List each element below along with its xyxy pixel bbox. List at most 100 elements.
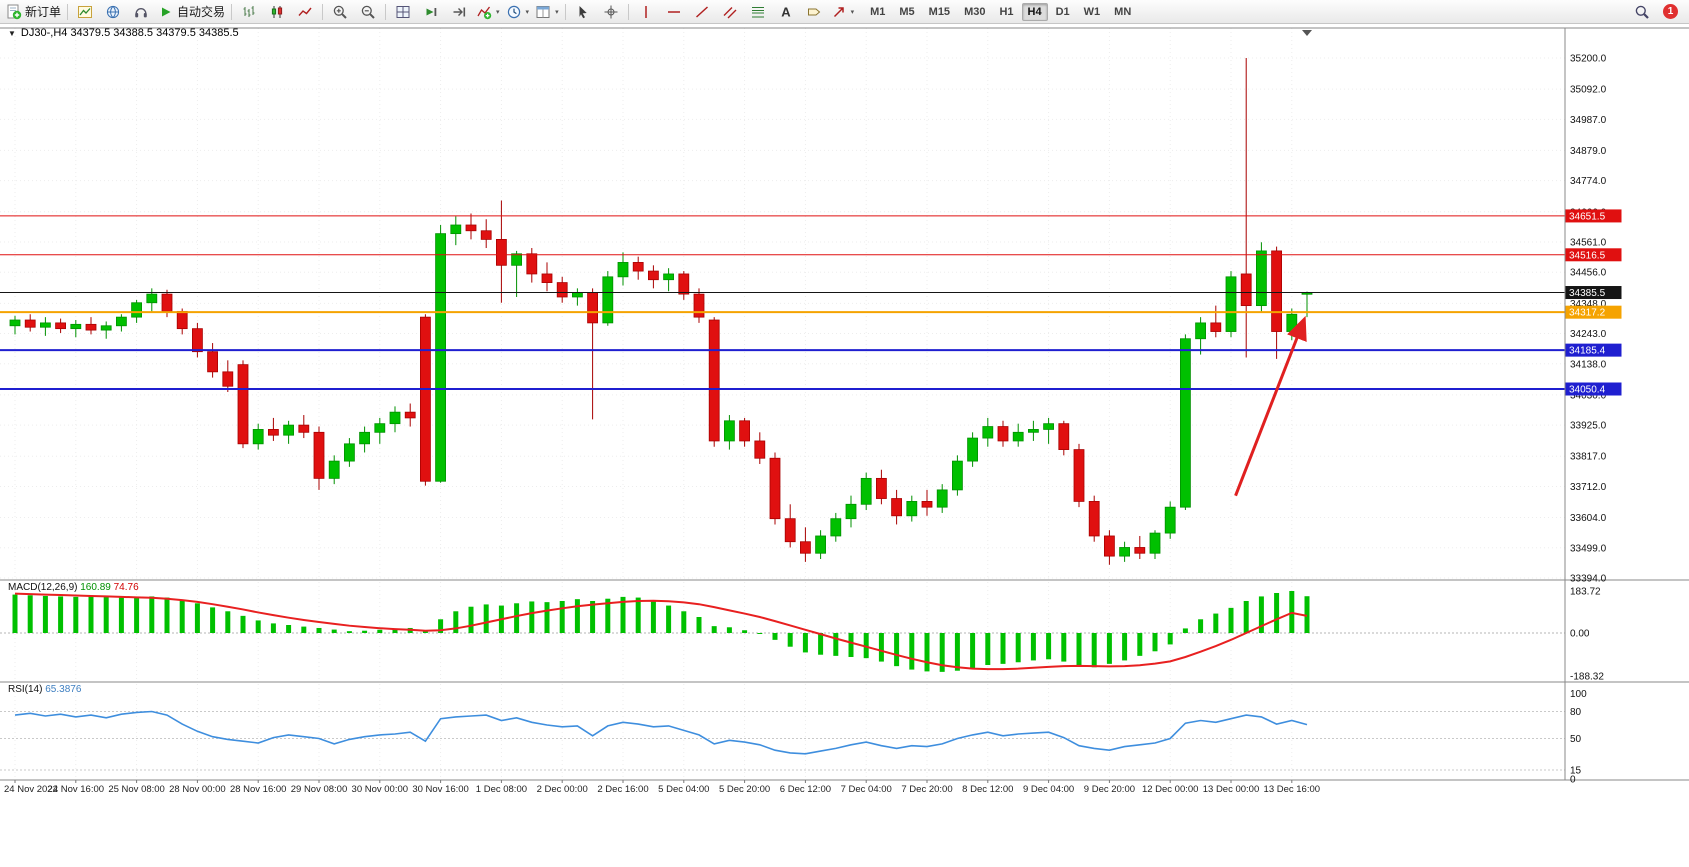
svg-text:35092.0: 35092.0	[1570, 85, 1607, 96]
candle-body	[860, 477, 872, 505]
macd-hist-bar	[620, 596, 626, 633]
rsi-value: 65.3876	[45, 684, 82, 695]
macd-hist-bar	[453, 611, 459, 633]
macd-hist-bar	[544, 602, 550, 633]
macd-hist-bar	[468, 606, 474, 633]
trend-arrow-annotation[interactable]	[1234, 315, 1307, 497]
periods-button[interactable]: ▾	[503, 1, 533, 23]
macd-hist-bar	[194, 603, 200, 633]
candle-body	[906, 501, 918, 517]
fibo-icon	[750, 4, 766, 20]
macd-hist-bar	[802, 633, 808, 653]
sounds-button[interactable]	[127, 1, 155, 23]
macd-hist-bar	[924, 633, 930, 672]
candle-body	[1256, 250, 1267, 307]
macd-hist-bar	[787, 633, 793, 647]
svg-text:33712.0: 33712.0	[1570, 482, 1607, 493]
rsi-name: RSI(14)	[8, 684, 43, 695]
timeframe-h4[interactable]: H4	[1021, 2, 1048, 21]
line-chart-mode-button[interactable]	[291, 1, 319, 23]
chevron-down-icon: ▾	[525, 8, 530, 16]
svg-text:100: 100	[1570, 689, 1587, 700]
macd-hist-bar	[392, 628, 398, 633]
macd-hist-bar	[696, 616, 702, 633]
template-icon	[535, 4, 551, 20]
search-button[interactable]	[1628, 1, 1656, 23]
svg-text:34879.0: 34879.0	[1570, 146, 1607, 157]
search-icon	[1634, 4, 1650, 20]
svg-text:33394.0: 33394.0	[1570, 574, 1607, 585]
text-label-button[interactable]	[800, 1, 828, 23]
candle-body	[754, 440, 766, 459]
candle-body	[70, 323, 82, 330]
profiles-button[interactable]	[99, 1, 127, 23]
chevron-down-icon: ▾	[496, 8, 500, 16]
macd-hist-bar	[681, 611, 687, 633]
cursor-button[interactable]	[569, 1, 597, 23]
notification-badge[interactable]: 1	[1663, 4, 1678, 19]
timeframe-w1[interactable]: W1	[1083, 5, 1101, 18]
candle-body	[891, 498, 902, 517]
price-scale[interactable]: 35200.035092.034987.034879.034774.034666…	[1570, 54, 1607, 786]
vertical-line-button[interactable]	[632, 1, 660, 23]
svg-text:33925.0: 33925.0	[1570, 421, 1607, 432]
equidistant-channel-button[interactable]	[716, 1, 744, 23]
tile-windows-button[interactable]	[389, 1, 417, 23]
macd-hist-bar	[1122, 633, 1128, 661]
candle-body	[876, 477, 887, 499]
candle-body	[982, 426, 994, 439]
new-order-button[interactable]: 新订单	[3, 1, 64, 23]
arrows-button[interactable]: ▾	[828, 1, 858, 23]
candle-body	[784, 518, 796, 543]
timeframe-m30[interactable]: M30	[964, 5, 986, 18]
macd-hist-bar	[711, 626, 717, 633]
new-chart-button[interactable]	[71, 1, 99, 23]
candle-body	[663, 273, 674, 281]
time-label: 7 Dec 20:00	[901, 784, 952, 795]
timeframe-m1[interactable]: M1	[870, 5, 886, 18]
svg-text:33604.0: 33604.0	[1570, 513, 1607, 524]
candle-body	[191, 328, 203, 353]
candle-body	[450, 224, 462, 235]
price-chart-canvas[interactable]: 35200.035092.034987.034879.034774.034666…	[0, 24, 1689, 862]
autotrading-button[interactable]: 自动交易	[155, 1, 228, 23]
zoom-out-button[interactable]	[354, 1, 382, 23]
text-button[interactable]: A	[772, 1, 800, 23]
macd-hist-bar	[286, 624, 292, 633]
horizontal-line-button[interactable]	[660, 1, 688, 23]
zoom-in-button[interactable]	[326, 1, 354, 23]
candle-body	[602, 276, 614, 324]
candle-body	[587, 292, 598, 324]
svg-text:50: 50	[1570, 734, 1582, 745]
timeframe-m5[interactable]: M5	[899, 5, 915, 18]
rsi-panel	[0, 710, 1565, 771]
chart-shift-button[interactable]	[445, 1, 473, 23]
time-label: 25 Nov 08:00	[108, 784, 165, 795]
auto-scroll-button[interactable]	[417, 1, 445, 23]
timeframe-m15[interactable]: M15	[928, 5, 951, 18]
svg-text:80: 80	[1570, 707, 1582, 718]
chevron-down-icon: ▾	[850, 8, 855, 16]
chart-shift-marker-icon[interactable]	[1302, 30, 1312, 36]
candle-body	[480, 230, 492, 240]
candlestick-mode-button[interactable]	[263, 1, 291, 23]
timeframe-mn[interactable]: MN	[1114, 5, 1132, 18]
bar-chart-mode-button[interactable]	[235, 1, 263, 23]
indicators-button[interactable]: ▾	[473, 1, 503, 23]
timeframe-h1[interactable]: H1	[999, 5, 1014, 18]
macd-hist-bar	[73, 596, 79, 633]
new-order-icon	[6, 4, 22, 20]
macd-hist-bar	[1106, 633, 1112, 664]
fibonacci-retracement-button[interactable]	[744, 1, 772, 23]
crosshair-button[interactable]	[597, 1, 625, 23]
hline-objects[interactable]	[0, 215, 1565, 391]
svg-text:34987.0: 34987.0	[1570, 115, 1607, 126]
macd-hist-bar	[559, 600, 565, 633]
macd-hist-bar	[164, 597, 170, 633]
trendline-button[interactable]	[688, 1, 716, 23]
symbol-dropdown-icon[interactable]: ▼	[8, 28, 16, 38]
templates-button[interactable]: ▾	[532, 1, 562, 23]
macd-name: MACD(12,26,9)	[8, 582, 78, 593]
timeframe-d1[interactable]: D1	[1055, 5, 1070, 18]
